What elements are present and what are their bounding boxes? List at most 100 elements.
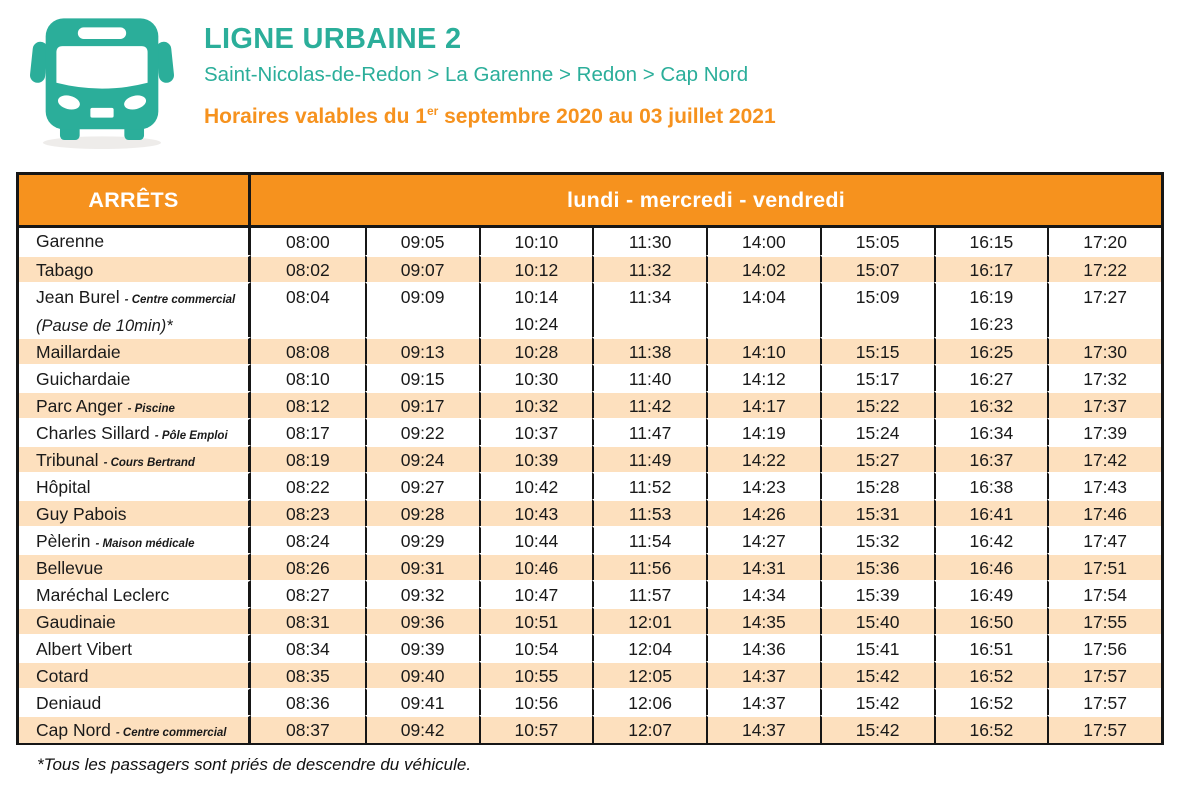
table-row: Guy Pabois 08:23 09:28 10:43 11:53 14:26 15:31… — [19, 499, 1161, 527]
time-cell: 17:30 — [1047, 337, 1161, 365]
time-cell: 08:34 — [251, 634, 365, 662]
time-cell: 15:42 — [819, 715, 934, 743]
time-cell: 12:05 — [592, 661, 706, 689]
departure-time: 15:22 — [855, 396, 900, 416]
departure-time: 17:56 — [1083, 639, 1128, 659]
time-cell: 14:04 — [706, 282, 820, 338]
time-cell: 17:56 — [1047, 634, 1161, 662]
time-cell: 15:40 — [819, 607, 934, 635]
departure-time: 09:17 — [400, 396, 445, 416]
time-cell: 14:10 — [706, 337, 820, 365]
departure-time: 08:26 — [285, 558, 330, 578]
departure-time: 10:42 — [514, 477, 559, 497]
time-cell: 14:31 — [706, 553, 820, 581]
time-cell: 15:36 — [819, 553, 934, 581]
stop-note: - Cours Bertrand — [103, 456, 195, 469]
departure-time: 14:36 — [741, 639, 786, 659]
stop-pause-note: (Pause de 10min)* — [36, 316, 173, 335]
time-cell: 08:36 — [251, 688, 365, 716]
time-cell: 17:27 — [1047, 282, 1161, 338]
stop-name: Charles Sillard — [36, 422, 150, 443]
time-cell: 08:04 — [251, 282, 365, 338]
departure-time: 15:42 — [855, 720, 900, 740]
departure-time: 11:34 — [628, 287, 672, 307]
time-cell: 15:17 — [819, 364, 934, 392]
departure-time: 14:37 — [741, 720, 786, 740]
departure-time: 17:37 — [1083, 396, 1128, 416]
time-cell: 16:17 — [933, 255, 1048, 283]
time-cell: 14:19 — [706, 418, 820, 446]
departure-time: 09:07 — [400, 260, 445, 280]
departure-time: 08:04 — [285, 287, 330, 307]
stop-name: Albert Vibert — [36, 638, 132, 659]
time-cell: 16:49 — [933, 580, 1048, 608]
time-cell: 14:35 — [706, 607, 820, 635]
time-cell: 17:57 — [1047, 688, 1161, 716]
departure-time: 14:27 — [741, 531, 786, 551]
time-cell: 16:34 — [933, 418, 1048, 446]
departure-time: 10:47 — [514, 585, 559, 605]
time-cell: 11:53 — [592, 499, 706, 527]
departure-time: 11:57 — [628, 585, 672, 605]
stop-name: Garenne — [36, 231, 105, 251]
departure-time: 10:32 — [514, 396, 559, 416]
departure-time: 10:55 — [514, 666, 559, 686]
departure-time: 17:20 — [1083, 231, 1128, 252]
time-cell: 09:09 — [364, 282, 479, 338]
departure-time: 14:34 — [741, 585, 786, 605]
stop-note: - Maison médicale — [95, 537, 195, 550]
time-cell: 09:28 — [364, 499, 479, 527]
table-row: Deniaud 08:36 09:41 10:56 12:06 14:37 15:42 16:… — [19, 688, 1161, 716]
table-row: Albert Vibert 08:34 09:39 10:54 12:04 14:36 15… — [19, 634, 1161, 662]
departure-time: 10:10 — [514, 231, 559, 252]
stop-name-cell: Garenne — [19, 228, 251, 255]
stop-name-cell: Tribunal - Cours Bertrand — [19, 445, 251, 473]
time-cell: 16:25 — [933, 337, 1048, 365]
stop-name: Cotard — [36, 665, 89, 686]
table-row: Maillardaie 08:08 09:13 10:28 11:38 14:10 15:1… — [19, 337, 1161, 365]
stop-name: Maréchal Leclerc — [36, 584, 170, 605]
time-cell: 14:17 — [706, 391, 820, 419]
departure-time: 17:47 — [1083, 531, 1128, 551]
departure-time: 14:12 — [741, 369, 786, 389]
departure-time: 11:40 — [628, 369, 672, 389]
time-cell: 16:42 — [933, 526, 1048, 554]
departure-time: 15:42 — [855, 693, 900, 713]
stop-note: - Centre commercial — [124, 293, 236, 306]
time-cell: 17:43 — [1047, 472, 1161, 500]
departure-time: 10:44 — [514, 531, 559, 551]
table-row: Gaudinaie 08:31 09:36 10:51 12:01 14:35 15:40 1… — [19, 607, 1161, 635]
time-cell: 08:22 — [251, 472, 365, 500]
time-cell: 14:37 — [706, 661, 820, 689]
departure-time: 11:52 — [628, 477, 672, 497]
time-cell: 17:57 — [1047, 661, 1161, 689]
time-cell: 16:52 — [933, 688, 1048, 716]
departure-time: 16:42 — [969, 531, 1014, 551]
stop-name-cell: Charles Sillard - Pôle Emploi — [19, 418, 251, 446]
time-cell: 14:23 — [706, 472, 820, 500]
stop-note: - Centre commercial — [115, 726, 227, 739]
stop-name: Tribunal — [36, 449, 99, 470]
departure-time: 16:34 — [969, 423, 1014, 443]
departure-time: 14:19 — [741, 423, 786, 443]
timetable: ARRÊTS lundi - mercredi - vendredi Garen… — [16, 172, 1164, 745]
time-cell: 08:10 — [251, 364, 365, 392]
stop-note: - Piscine — [127, 402, 175, 415]
departure-time: 11:38 — [628, 342, 672, 362]
time-cell: 15:27 — [819, 445, 934, 473]
departure-time: 14:37 — [741, 693, 786, 713]
departure-time: 12:01 — [628, 612, 673, 632]
stop-name: Deniaud — [36, 692, 102, 713]
stop-name: Hôpital — [36, 476, 91, 497]
departure-time: 10:14 — [514, 287, 559, 307]
departure-time: 17:55 — [1083, 612, 1128, 632]
stop-name-cell: Maillardaie — [19, 337, 251, 365]
time-cell: 16:32 — [933, 391, 1048, 419]
departure-time: 11:30 — [628, 231, 672, 252]
time-cell: 15:42 — [819, 688, 934, 716]
time-cell: 10:44 — [478, 526, 593, 554]
table-row: Charles Sillard - Pôle Emploi 08:17 09:22 10… — [19, 418, 1161, 446]
stop-name: Gaudinaie — [36, 611, 116, 632]
timetable-header: ARRÊTS lundi - mercredi - vendredi — [19, 175, 1161, 228]
time-cell: 08:31 — [251, 607, 365, 635]
